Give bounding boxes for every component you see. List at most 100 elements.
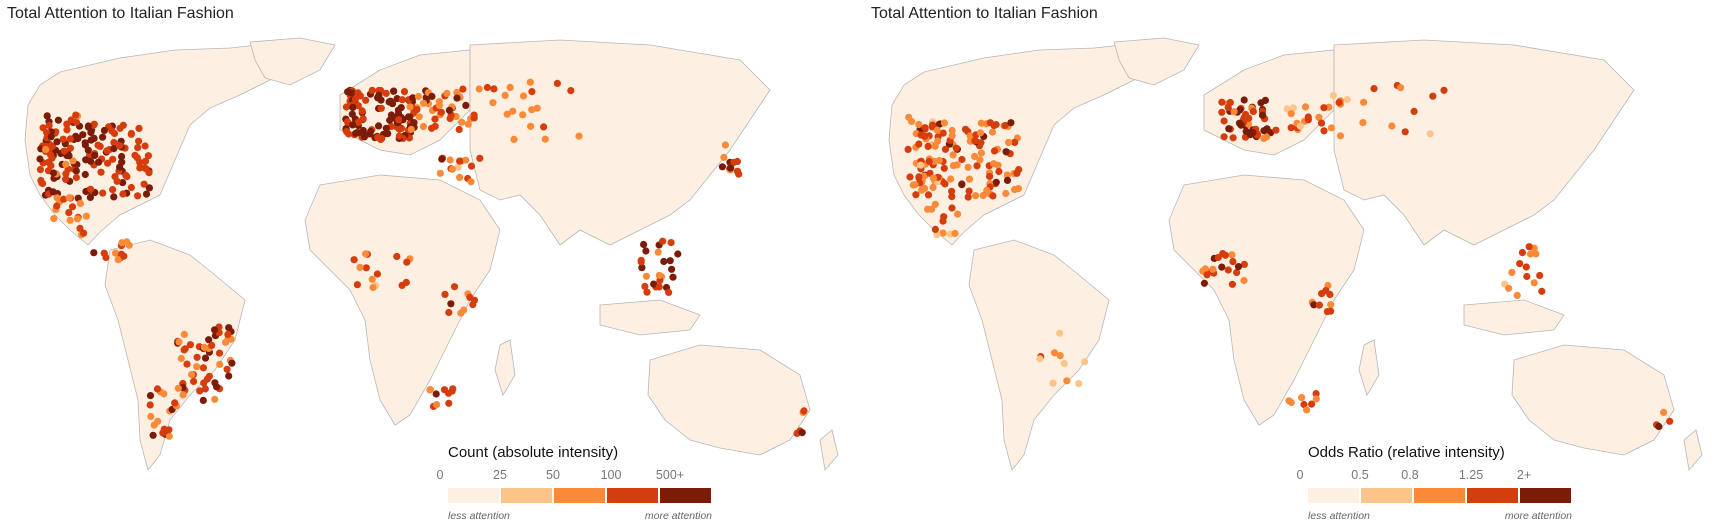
hex-cell[interactable]: [443, 89, 451, 97]
hex-cell[interactable]: [1301, 103, 1310, 111]
hex-cell[interactable]: [359, 115, 367, 123]
hex-cell[interactable]: [362, 264, 370, 272]
hex-cell[interactable]: [134, 144, 142, 152]
hex-cell[interactable]: [669, 273, 677, 281]
hex-cell[interactable]: [79, 131, 87, 139]
hex-cell[interactable]: [528, 106, 536, 114]
hex-cell[interactable]: [1003, 171, 1011, 179]
hex-cell[interactable]: [436, 169, 444, 177]
hex-cell[interactable]: [915, 140, 923, 148]
hex-cell[interactable]: [983, 186, 991, 195]
hex-cell[interactable]: [733, 167, 742, 175]
hex-cell[interactable]: [1050, 349, 1059, 357]
hex-cell[interactable]: [224, 330, 232, 338]
hex-cell[interactable]: [638, 264, 646, 272]
hex-cell[interactable]: [120, 252, 128, 260]
hex-cell[interactable]: [174, 384, 182, 392]
hex-cell[interactable]: [921, 132, 929, 140]
hex-cell[interactable]: [94, 141, 102, 149]
hex-cell[interactable]: [99, 189, 107, 197]
hex-cell[interactable]: [1532, 250, 1540, 258]
hex-cell[interactable]: [931, 225, 939, 233]
hex-cell[interactable]: [1001, 121, 1009, 130]
hex-cell[interactable]: [225, 372, 233, 380]
hex-cell[interactable]: [386, 97, 395, 105]
hex-cell[interactable]: [475, 85, 483, 93]
hex-cell[interactable]: [933, 126, 941, 134]
hex-cell[interactable]: [347, 89, 355, 97]
hex-cell[interactable]: [948, 204, 956, 212]
hex-cell[interactable]: [1410, 107, 1418, 115]
hex-cell[interactable]: [1218, 263, 1226, 271]
hex-cell[interactable]: [196, 387, 204, 395]
hex-cell[interactable]: [116, 142, 124, 150]
hex-cell[interactable]: [977, 139, 985, 147]
hex-cell[interactable]: [466, 293, 474, 301]
hex-cell[interactable]: [989, 192, 997, 200]
hex-cell[interactable]: [1296, 122, 1304, 130]
hex-cell[interactable]: [95, 158, 103, 166]
hex-cell[interactable]: [641, 282, 649, 290]
hex-cell[interactable]: [390, 87, 398, 95]
hex-cell[interactable]: [228, 359, 236, 367]
hex-cell[interactable]: [445, 106, 453, 114]
hex-cell[interactable]: [1666, 417, 1674, 425]
hex-cell[interactable]: [965, 187, 973, 195]
hex-cell[interactable]: [1257, 99, 1265, 107]
hex-cell[interactable]: [46, 151, 55, 159]
hex-cell[interactable]: [1240, 114, 1248, 122]
hex-cell[interactable]: [939, 217, 947, 225]
hex-cell[interactable]: [1359, 119, 1367, 127]
hex-cell[interactable]: [375, 122, 383, 130]
hex-cell[interactable]: [733, 157, 742, 166]
hex-cell[interactable]: [65, 152, 73, 160]
world-map-odds[interactable]: [864, 0, 1728, 528]
hex-cell[interactable]: [63, 126, 71, 134]
hex-cell[interactable]: [431, 122, 439, 130]
hex-cell[interactable]: [929, 174, 937, 182]
hex-cell[interactable]: [205, 336, 213, 344]
hex-cell[interactable]: [977, 149, 985, 157]
hex-cell[interactable]: [994, 161, 1002, 169]
hex-cell[interactable]: [374, 133, 382, 141]
hex-cell[interactable]: [506, 83, 514, 91]
hex-cell[interactable]: [397, 104, 405, 112]
hex-cell[interactable]: [905, 113, 913, 121]
hex-cell[interactable]: [1218, 98, 1226, 106]
hex-cell[interactable]: [360, 133, 369, 141]
hex-cell[interactable]: [131, 151, 139, 159]
hex-cell[interactable]: [73, 215, 82, 223]
hex-cell[interactable]: [60, 195, 68, 203]
hex-cell[interactable]: [1327, 301, 1335, 309]
hex-cell[interactable]: [42, 146, 50, 154]
hex-cell[interactable]: [110, 145, 118, 153]
hex-cell[interactable]: [367, 127, 375, 136]
hex-cell[interactable]: [54, 116, 63, 124]
hex-cell[interactable]: [211, 379, 219, 387]
hex-cell[interactable]: [441, 290, 449, 298]
hex-cell[interactable]: [1010, 185, 1019, 194]
hex-cell[interactable]: [1005, 138, 1013, 146]
hex-cell[interactable]: [456, 173, 464, 181]
hex-cell[interactable]: [102, 253, 110, 262]
hex-cell[interactable]: [66, 216, 74, 224]
hex-cell[interactable]: [448, 165, 456, 173]
hex-cell[interactable]: [403, 258, 411, 266]
hex-cell[interactable]: [395, 125, 403, 133]
hex-cell[interactable]: [428, 92, 436, 100]
hex-cell[interactable]: [973, 162, 981, 170]
hex-cell[interactable]: [362, 96, 370, 104]
hex-cell[interactable]: [904, 145, 912, 153]
hex-cell[interactable]: [382, 89, 390, 97]
hex-cell[interactable]: [165, 432, 173, 440]
hex-cell[interactable]: [1075, 380, 1083, 388]
hex-cell[interactable]: [45, 158, 53, 166]
hex-cell[interactable]: [1249, 129, 1257, 137]
hex-cell[interactable]: [199, 396, 207, 404]
hex-cell[interactable]: [179, 391, 187, 399]
hex-cell[interactable]: [921, 124, 929, 132]
hex-cell[interactable]: [211, 326, 219, 334]
hex-cell[interactable]: [470, 114, 478, 122]
hex-cell[interactable]: [343, 128, 351, 136]
hex-cell[interactable]: [949, 151, 957, 159]
